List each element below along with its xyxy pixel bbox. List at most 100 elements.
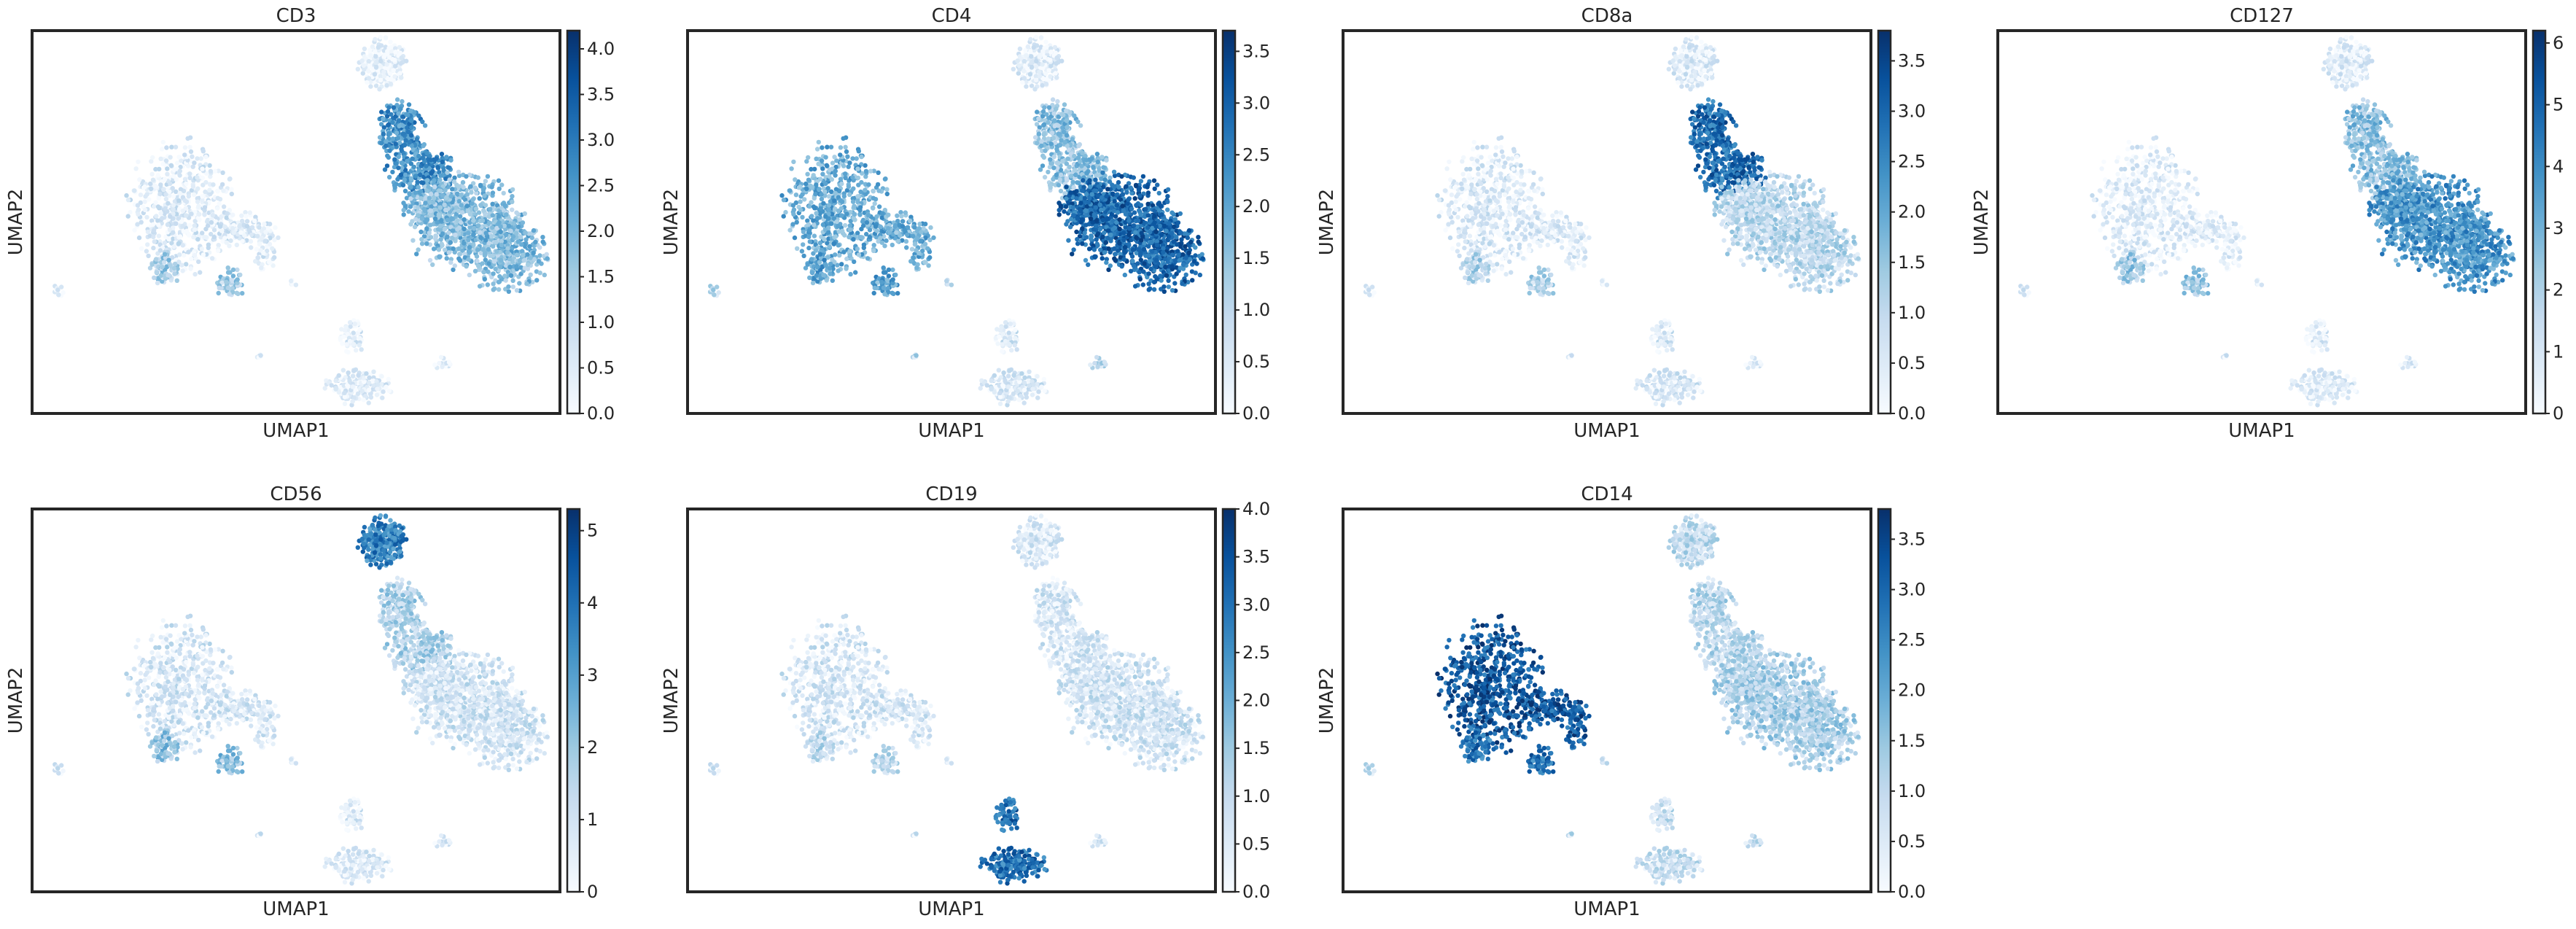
data-point: [341, 334, 346, 339]
data-point: [167, 189, 172, 194]
data-point: [497, 273, 502, 279]
data-point: [136, 235, 142, 241]
data-point: [1186, 228, 1192, 233]
data-point: [1058, 188, 1064, 194]
data-point: [466, 257, 471, 262]
data-point: [1062, 191, 1067, 196]
data-point: [1158, 273, 1163, 279]
data-point: [1051, 154, 1057, 160]
data-point: [196, 203, 201, 209]
data-point: [456, 198, 462, 204]
data-point: [520, 249, 525, 254]
data-point: [1065, 125, 1070, 130]
data-point: [1152, 214, 1157, 219]
data-point: [162, 240, 168, 246]
data-point: [347, 320, 353, 325]
data-point: [389, 48, 394, 54]
data-point: [351, 384, 356, 389]
data-point: [1070, 252, 1075, 257]
data-point: [1020, 79, 1025, 85]
data-point: [61, 290, 66, 295]
data-point: [1137, 270, 1142, 275]
data-point: [402, 142, 408, 148]
data-point: [419, 229, 424, 235]
panel-title: CD4: [932, 5, 972, 27]
data-point: [1095, 243, 1100, 248]
data-point: [249, 232, 254, 238]
data-point: [421, 143, 426, 149]
data-point: [1043, 39, 1048, 44]
data-point: [478, 230, 483, 235]
data-point: [1103, 240, 1109, 245]
data-point: [270, 246, 275, 251]
data-point: [1048, 50, 1054, 55]
data-point: [1075, 237, 1080, 242]
data-point: [498, 257, 504, 263]
data-point: [362, 67, 367, 72]
data-point: [422, 123, 428, 128]
data-point: [1112, 256, 1117, 261]
data-point: [1062, 139, 1068, 145]
data-point: [345, 383, 350, 388]
data-point: [1031, 44, 1037, 50]
data-point: [409, 143, 414, 148]
data-point: [1151, 178, 1157, 183]
data-point: [359, 58, 365, 63]
data-point: [151, 245, 156, 251]
data-point: [1094, 188, 1099, 194]
data-point: [415, 205, 421, 210]
data-point: [1054, 61, 1059, 66]
data-point: [178, 187, 184, 192]
data-point: [1035, 109, 1040, 114]
data-point: [1100, 256, 1105, 261]
data-point: [208, 168, 214, 174]
data-point: [402, 188, 408, 194]
data-point: [1062, 209, 1067, 214]
data-point: [386, 174, 392, 180]
data-point: [494, 239, 499, 245]
data-point: [1165, 207, 1170, 212]
data-point: [368, 79, 373, 85]
data-point: [504, 212, 509, 217]
data-point: [192, 227, 198, 233]
data-point: [177, 190, 182, 196]
data-point: [1100, 234, 1105, 240]
data-point: [401, 207, 406, 213]
colorbar-tick-label: 1.5: [587, 267, 615, 287]
data-point: [457, 252, 462, 257]
data-point: [540, 239, 545, 244]
data-point: [1159, 232, 1164, 238]
data-point: [1170, 252, 1175, 257]
data-point: [197, 211, 202, 217]
data-point: [161, 187, 166, 192]
data-point: [410, 156, 415, 161]
data-point: [505, 249, 510, 255]
data-point: [400, 160, 405, 166]
data-point: [1101, 165, 1106, 170]
data-point: [392, 164, 397, 170]
data-point: [503, 278, 508, 283]
data-point: [1063, 204, 1069, 209]
data-point: [361, 63, 366, 69]
data-point: [156, 222, 161, 228]
data-point: [448, 158, 454, 163]
data-point: [366, 76, 372, 81]
data-point: [1080, 241, 1085, 246]
data-point: [384, 384, 389, 389]
data-point: [234, 242, 239, 248]
data-point: [240, 291, 245, 296]
data-point: [435, 165, 440, 170]
data-point: [1174, 235, 1179, 240]
data-point: [367, 375, 372, 381]
data-point: [397, 140, 402, 145]
data-point: [1042, 105, 1047, 110]
data-point: [471, 226, 477, 231]
data-point: [267, 260, 272, 265]
data-point: [263, 230, 268, 235]
data-point: [329, 383, 334, 388]
data-point: [401, 201, 406, 206]
data-point: [158, 156, 163, 161]
data-point: [419, 216, 424, 221]
data-point: [389, 112, 394, 117]
data-point: [402, 177, 407, 182]
